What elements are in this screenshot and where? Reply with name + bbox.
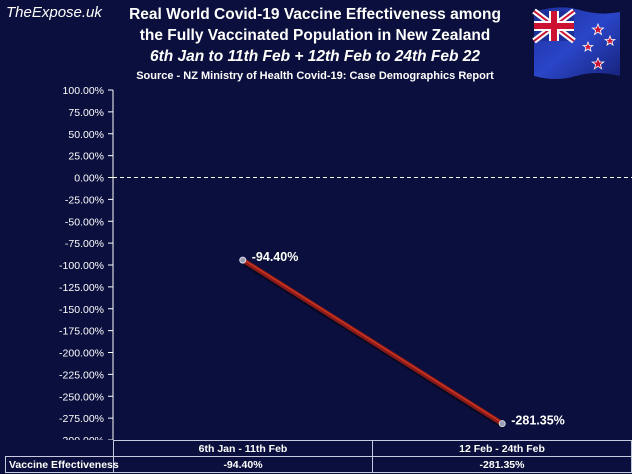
y-tick-label: -200.00% — [59, 348, 104, 360]
y-tick-label: -175.00% — [59, 326, 104, 338]
y-axis-ticks: 100.00% 75.00% 50.00% 25.00% 0.00% -25.00% -50… — [59, 85, 113, 440]
new-zealand-flag-icon — [532, 7, 620, 79]
data-table: 6th Jan - 11th Feb 12 Feb - 24th Feb Vac… — [5, 440, 632, 473]
chart-source-note: Source - NZ Ministry of Health Covid-19:… — [136, 70, 494, 82]
y-tick-label: 25.00% — [68, 151, 104, 163]
y-tick-label: -100.00% — [59, 260, 104, 272]
y-tick-label: -125.00% — [59, 282, 104, 294]
data-table-corner — [5, 440, 114, 457]
chart-title-line-2: the Fully Vaccinated Population in New Z… — [139, 27, 491, 44]
data-label: -281.35% — [511, 414, 565, 428]
chart-title-block: Real World Covid-19 Vaccine Effectivenes… — [110, 4, 520, 84]
y-tick-label: 50.00% — [68, 129, 104, 141]
chart-title-line-1: Real World Covid-19 Vaccine Effectivenes… — [129, 6, 501, 23]
data-table-row-header: Vaccine Effectiveness — [5, 456, 119, 473]
line-chart: 100.00% 75.00% 50.00% 25.00% 0.00% -25.00% -50… — [59, 85, 632, 440]
data-point — [498, 420, 506, 428]
y-tick-label: -50.00% — [65, 216, 104, 228]
series-line-highlight — [242, 258, 503, 424]
y-tick-label: -150.00% — [59, 304, 104, 316]
brand-logo-text: TheExpose.uk — [6, 4, 102, 21]
data-table-row: Vaccine Effectiveness -94.40% -281.35% — [5, 456, 632, 473]
data-table-value-1: -94.40% — [113, 456, 373, 473]
y-tick-label: -25.00% — [65, 194, 104, 206]
y-tick-label: 0.00% — [74, 173, 104, 185]
data-point — [239, 256, 247, 264]
y-tick-label: -75.00% — [65, 238, 104, 250]
y-tick-label: -250.00% — [59, 391, 104, 403]
y-tick-label: -275.00% — [59, 413, 104, 425]
series-vaccine-effectiveness: -94.40% -281.35% — [239, 250, 565, 430]
y-tick-label: 100.00% — [63, 85, 104, 97]
data-label: -94.40% — [252, 250, 299, 264]
series-line — [240, 257, 505, 427]
y-tick-label: 75.00% — [68, 107, 104, 119]
data-table-header-row: 6th Jan - 11th Feb 12 Feb - 24th Feb — [5, 440, 632, 457]
chart-subtitle-dates: 6th Jan to 11th Feb + 12th Feb to 24th F… — [149, 48, 480, 65]
data-table-value-2: -281.35% — [372, 456, 632, 473]
category-label-1: 6th Jan - 11th Feb — [113, 440, 373, 457]
y-tick-label: -300.00% — [59, 435, 104, 440]
y-tick-label: -225.00% — [59, 369, 104, 381]
category-label-2: 12 Feb - 24th Feb — [372, 440, 632, 457]
